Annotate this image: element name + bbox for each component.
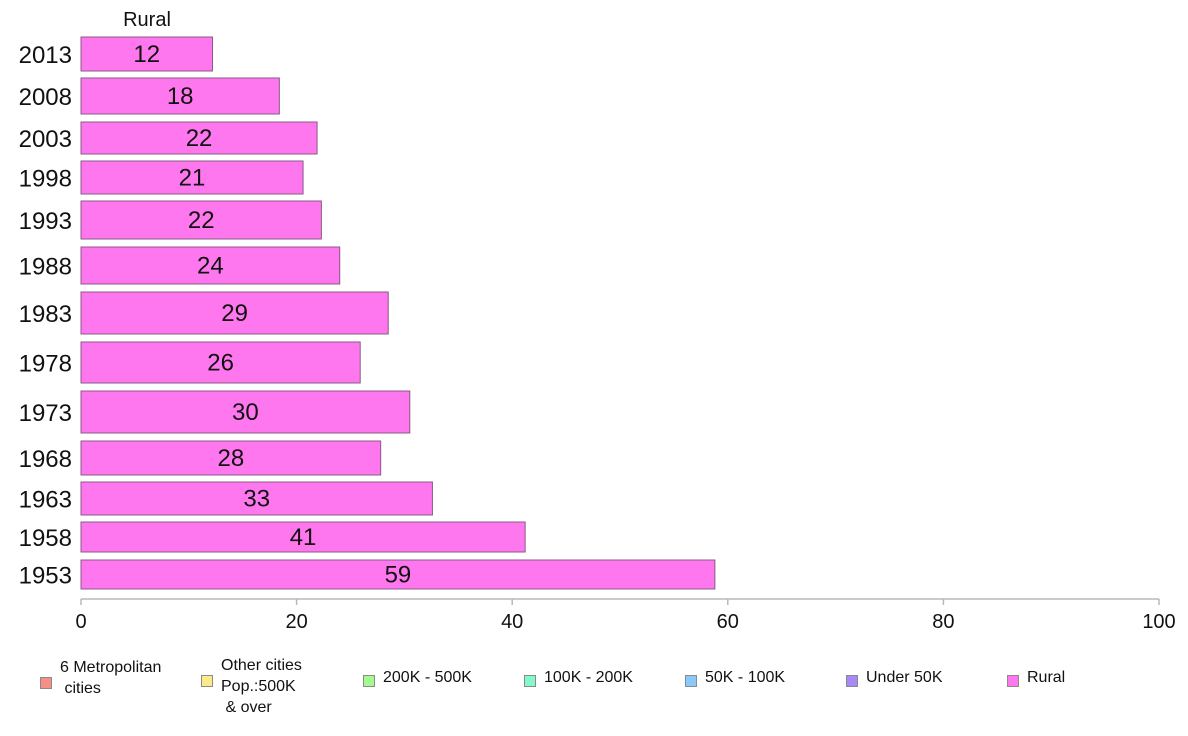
x-tick-label: 20 [285,611,307,633]
x-tick-label: 40 [501,611,523,633]
category-label: 1988 [19,254,72,281]
legend-item: 50K - 100K [685,667,785,688]
bar-2013 [80,36,214,72]
bar-1988 [80,246,341,285]
category-label: 2003 [19,126,72,153]
bar-2008 [80,77,280,115]
legend-label: 200K - 500K [383,669,472,686]
legend-item: 6 Metropolitan cities [40,657,161,699]
legend-label: Other cities Pop.:500K & over [221,657,302,716]
bar-value-label: 28 [217,445,244,472]
bar-1998 [80,160,304,195]
category-label: 2008 [19,84,72,111]
bar-1983 [80,291,389,335]
bar-1993 [80,200,322,240]
legend-swatch [363,675,375,687]
legend-item: 200K - 500K [363,667,472,688]
legend-swatch [1007,675,1019,687]
legend: 6 Metropolitan cities Other cities Pop.:5… [0,655,1188,725]
bar-1968 [80,440,382,476]
category-label: 1968 [19,446,72,473]
bar-value-label: 22 [188,207,215,234]
bar-value-label: 41 [290,524,317,551]
legend-item: 100K - 200K [524,667,633,688]
bar-value-label: 29 [221,300,248,327]
x-tick-label: 0 [75,611,86,633]
category-label: 1978 [19,351,72,378]
category-label: 1993 [19,208,72,235]
bar-1978 [80,341,361,384]
legend-swatch [685,675,697,687]
category-label: 1998 [19,166,72,193]
category-label: 1963 [19,487,72,514]
category-label: 1983 [19,301,72,328]
category-label: 1973 [19,400,72,427]
legend-swatch [846,675,858,687]
legend-swatch [201,675,213,687]
x-tick-label: 60 [717,611,739,633]
legend-label: Rural [1027,669,1066,686]
legend-item: Rural [1007,667,1065,688]
bar-2003 [80,121,318,155]
legend-label: 6 Metropolitan cities [60,659,162,697]
bar-1953 [80,559,716,590]
bar-value-label: 18 [167,83,194,110]
category-label: 1953 [19,563,72,590]
category-label: 1958 [19,525,72,552]
category-label: 2013 [19,42,72,69]
bar-value-label: 22 [186,125,213,152]
legend-label: 100K - 200K [544,669,633,686]
bar-1958 [80,521,526,553]
legend-swatch [524,675,536,687]
legend-label: Under 50K [866,669,943,686]
bar-1963 [80,481,433,516]
bar-value-label: 26 [207,350,234,377]
bar-value-label: 59 [385,562,412,589]
legend-swatch [40,677,52,689]
bar-1973 [80,390,411,434]
bar-value-label: 12 [133,41,160,68]
panel-title: Rural [123,9,171,31]
x-tick-label: 80 [932,611,954,633]
x-tick-label: 100 [1142,611,1175,633]
bar-value-label: 30 [232,399,259,426]
legend-item: Other cities Pop.:500K & over [201,655,302,718]
bar-value-label: 21 [179,165,206,192]
legend-item: Under 50K [846,667,943,688]
bar-value-label: 33 [243,486,270,513]
legend-label: 50K - 100K [705,669,786,686]
bar-value-label: 24 [197,253,224,280]
